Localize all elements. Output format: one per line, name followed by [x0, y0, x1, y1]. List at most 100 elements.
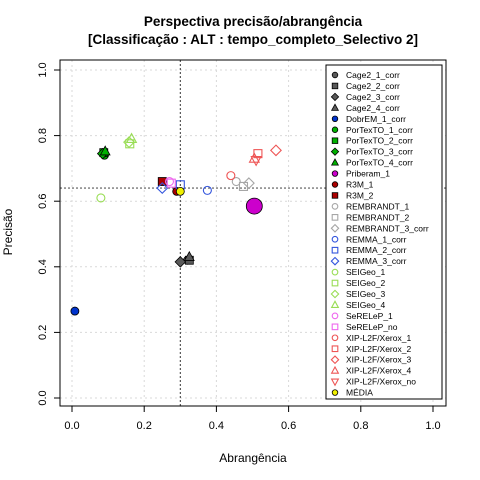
- legend-entry: DobrEM_1_corr: [346, 114, 406, 124]
- legend-entry: SEIGeo_1: [346, 267, 385, 277]
- legend-entry: SEIGeo_4: [346, 300, 385, 310]
- legend-marker: [331, 115, 339, 122]
- legend: Cage2_1_corrCage2_2_corrCage2_3_corrCage…: [325, 64, 443, 400]
- chart-subtitle: [Classificação : ALT : tempo_completo_Se…: [88, 32, 418, 47]
- legend-entry: REMBRANDT_2: [346, 212, 410, 222]
- x-tick-label: 0.2: [137, 420, 152, 432]
- x-tick-label: 0.8: [353, 420, 368, 432]
- data-point: [242, 177, 255, 190]
- legend-entry: REMMA_3_corr: [346, 256, 407, 266]
- data-point: [269, 144, 282, 157]
- data-point: [164, 176, 175, 187]
- legend-entry: REMMA_1_corr: [346, 234, 407, 244]
- legend-entry: PorTexTO_2_corr: [346, 136, 413, 146]
- legend-marker: [330, 92, 340, 102]
- x-tick-label: 1.0: [425, 420, 440, 432]
- legend-entry: PorTexTO_3_corr: [346, 147, 413, 157]
- legend-entry: Cage2_1_corr: [346, 70, 400, 80]
- data-point: [156, 182, 169, 195]
- data-point: [250, 156, 262, 167]
- legend-marker: [330, 158, 340, 166]
- legend-marker: [331, 82, 339, 90]
- legend-entry: Priberam_1: [346, 169, 390, 179]
- legend-marker: [331, 203, 339, 210]
- legend-entry: XIP-L2F/Xerox_4: [346, 366, 411, 376]
- legend-entry: REMBRANDT_1: [346, 201, 410, 211]
- legend-marker: [330, 378, 340, 387]
- legend-marker: [331, 71, 339, 79]
- legend-marker: [331, 323, 339, 331]
- x-tick-label: 0.0: [64, 420, 79, 432]
- legend-marker: [331, 235, 339, 243]
- legend-entry: SeRELeP_1: [346, 311, 393, 321]
- legend-entry: Cage2_3_corr: [346, 92, 400, 102]
- data-point: [123, 136, 136, 149]
- legend-marker: [331, 345, 339, 353]
- legend-marker: [331, 192, 339, 199]
- data-point: [174, 256, 187, 268]
- legend-marker: [331, 246, 339, 254]
- legend-marker: [331, 126, 339, 133]
- plot-frame: [59, 59, 447, 407]
- x-axis-label: Abrangência: [219, 451, 287, 465]
- data-point: [125, 132, 138, 144]
- legend-entry: Cage2_4_corr: [346, 103, 400, 113]
- legend-entry: XIP-L2F/Xerox_3: [346, 355, 411, 365]
- legend-marker: [331, 268, 339, 276]
- data-point: [202, 185, 212, 195]
- y-tick-label: 0.6: [37, 194, 49, 209]
- data-point: [166, 178, 176, 188]
- legend-marker: [330, 289, 340, 299]
- legend-marker: [331, 137, 339, 144]
- y-tick-label: 0.0: [37, 390, 49, 405]
- legend-marker: [330, 103, 340, 111]
- legend-marker: [330, 256, 340, 266]
- legend-entry: MÉDIA: [346, 388, 373, 398]
- legend-entry: SeRELeP_no: [346, 322, 398, 332]
- data-point: [96, 193, 106, 203]
- legend-entry: SEIGeo_2: [346, 278, 385, 288]
- x-tick-label: 0.6: [281, 420, 296, 432]
- legend-marker: [330, 300, 340, 309]
- data-points: [70, 132, 282, 316]
- data-point: [245, 197, 263, 215]
- legend-box: [325, 64, 443, 400]
- legend-marker: [330, 365, 340, 374]
- data-point: [226, 171, 236, 181]
- data-point: [231, 176, 241, 187]
- legend-entry: PorTexTO_1_corr: [346, 125, 413, 135]
- legend-entry: R3M_1: [346, 180, 374, 190]
- legend-entry: XIP-L2F/Xerox_2: [346, 344, 411, 354]
- legend-entry: SEIGeo_3: [346, 289, 385, 299]
- x-tick-label: 0.4: [209, 420, 224, 432]
- legend-marker: [331, 181, 339, 188]
- y-tick-label: 0.8: [37, 128, 49, 143]
- y-tick-label: 0.2: [37, 325, 49, 340]
- legend-marker: [331, 170, 339, 177]
- chart-title: Perspectiva precisão/abrangência: [144, 14, 363, 29]
- legend-marker: [331, 334, 339, 342]
- legend-entry: PorTexTO_4_corr: [346, 158, 413, 168]
- legend-marker: [331, 214, 339, 221]
- legend-entry: XIP-L2F/Xerox_no: [346, 377, 416, 387]
- data-point: [99, 145, 111, 156]
- y-tick-label: 0.4: [37, 259, 49, 274]
- legend-marker: [331, 389, 339, 396]
- legend-entry: R3M_2: [346, 190, 374, 200]
- data-point: [175, 186, 185, 196]
- legend-marker: [330, 223, 340, 233]
- legend-entry: REMMA_2_corr: [346, 245, 407, 255]
- y-axis-label: Precisão: [1, 208, 15, 255]
- legend-marker: [330, 147, 340, 156]
- data-point: [183, 250, 195, 261]
- data-point: [70, 306, 80, 316]
- y-tick-label: 1.0: [37, 62, 49, 77]
- legend-marker: [331, 279, 339, 287]
- legend-marker: [331, 312, 339, 320]
- legend-entry: XIP-L2F/Xerox_1: [346, 333, 411, 343]
- legend-entry: REMBRANDT_3_corr: [346, 223, 429, 233]
- data-point: [157, 177, 167, 186]
- legend-marker: [330, 355, 340, 365]
- legend-entry: Cage2_2_corr: [346, 81, 400, 91]
